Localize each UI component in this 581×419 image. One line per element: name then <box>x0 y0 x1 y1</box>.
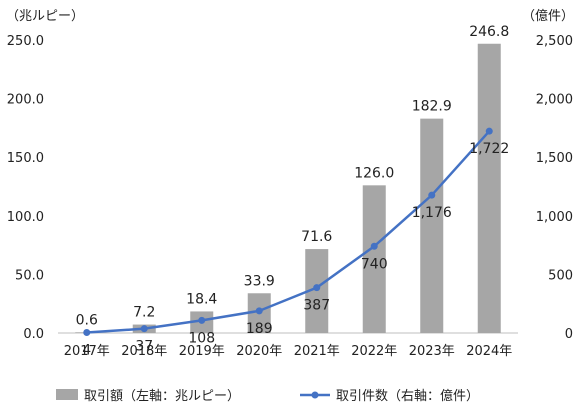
bar-data-label: 18.4 <box>186 291 217 307</box>
left-tick-label: 0.0 <box>23 327 44 342</box>
x-tick-label: 2020年 <box>236 344 282 359</box>
legend-line-label: 取引件数（右軸：億件） <box>336 388 479 404</box>
x-axis-ticks: 2017年 2018年 2019年 2020年 2021年 2022年 2023年 2024年 <box>64 344 513 359</box>
legend-bar-label: 取引額（左軸：兆ルピー） <box>84 389 240 404</box>
left-axis-ticks: 0.0 50.0 100.0 150.0 200.0 250.0 <box>7 34 44 342</box>
line-path <box>86 130 491 334</box>
bar-data-label: 182.9 <box>412 99 452 115</box>
line-data-label: 189 <box>246 321 273 337</box>
line-data-label: 740 <box>361 256 388 272</box>
bar-data-label: 7.2 <box>133 305 155 321</box>
left-tick-label: 100.0 <box>7 210 44 225</box>
bar-data-label: 246.8 <box>469 24 509 40</box>
line-data-label: 1,722 <box>469 141 509 157</box>
right-tick-label: 0 <box>565 327 573 342</box>
x-tick-label: 2022年 <box>351 344 397 359</box>
line-data-labels: 4 37 108 189 387 740 1,176 1,722 <box>82 141 509 358</box>
line-point <box>370 242 378 250</box>
right-tick-label: 2,000 <box>536 93 573 108</box>
line-point <box>140 325 148 333</box>
line-data-label: 387 <box>303 298 330 314</box>
bar-data-label: 0.6 <box>76 312 98 328</box>
line-data-label: 108 <box>188 330 215 346</box>
left-tick-label: 250.0 <box>7 34 44 49</box>
right-tick-label: 1,500 <box>536 151 573 166</box>
right-axis-unit-label: （億件） <box>522 8 574 24</box>
bar-data-labels: 0.6 7.2 18.4 33.9 71.6 126.0 182.9 246.8 <box>76 24 510 329</box>
bar <box>362 185 386 333</box>
left-tick-label: 50.0 <box>15 268 44 283</box>
line-point <box>255 307 263 315</box>
legend: 取引額（左軸：兆ルピー） 取引件数（右軸：億件） <box>56 388 479 404</box>
line-data-label: 4 <box>82 343 91 359</box>
right-tick-label: 2,500 <box>536 34 573 49</box>
x-tick-label: 2023年 <box>409 344 455 359</box>
bar <box>477 43 501 334</box>
line-point <box>83 329 91 337</box>
left-tick-label: 150.0 <box>7 151 44 166</box>
bar-data-label: 126.0 <box>354 165 394 181</box>
line-point <box>198 316 206 324</box>
line-point <box>428 191 436 199</box>
line-point <box>313 284 321 292</box>
x-tick-label: 2024年 <box>466 344 512 359</box>
x-tick-label: 2021年 <box>294 344 340 359</box>
line-data-label: 1,176 <box>412 205 452 221</box>
legend-line-marker <box>311 391 319 399</box>
bar <box>420 118 444 333</box>
left-axis-unit-label: （兆ルピー） <box>6 9 84 24</box>
line-point <box>485 127 493 135</box>
bar-data-label: 33.9 <box>244 273 275 289</box>
x-tick-label: 2017年 <box>64 344 110 359</box>
line-series <box>83 127 493 337</box>
left-tick-label: 200.0 <box>7 93 44 108</box>
right-tick-label: 1,000 <box>536 210 573 225</box>
bar-data-label: 71.6 <box>301 229 332 245</box>
legend-bar-swatch <box>56 389 78 400</box>
line-data-label: 37 <box>135 339 153 355</box>
right-axis-ticks: 0 500 1,000 1,500 2,000 2,500 <box>536 34 573 342</box>
right-tick-label: 500 <box>548 268 573 283</box>
x-tick-label: 2019年 <box>179 344 225 359</box>
x-tick-label: 2018年 <box>121 344 167 359</box>
